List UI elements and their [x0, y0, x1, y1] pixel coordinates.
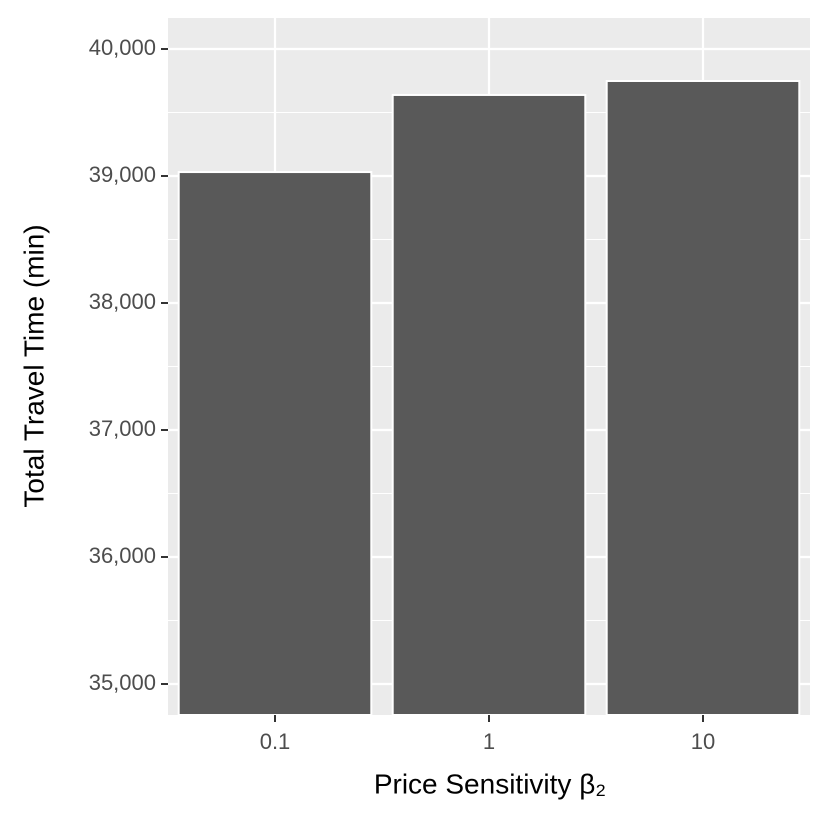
bar — [605, 79, 801, 717]
x-tick-label: 10 — [691, 729, 715, 754]
y-tick-label: 40,000 — [89, 35, 156, 60]
x-tick-label: 0.1 — [260, 729, 291, 754]
bar — [177, 171, 373, 717]
y-axis-title: Total Travel Time (min) — [18, 224, 49, 507]
x-axis-title: Price Sensitivity β₂ — [374, 768, 606, 799]
y-tick-label: 37,000 — [89, 416, 156, 441]
y-tick-label: 39,000 — [89, 162, 156, 187]
y-tick-label: 38,000 — [89, 289, 156, 314]
bar — [391, 93, 587, 716]
x-tick-label: 1 — [483, 729, 495, 754]
y-tick-label: 36,000 — [89, 543, 156, 568]
y-tick-label: 35,000 — [89, 670, 156, 695]
